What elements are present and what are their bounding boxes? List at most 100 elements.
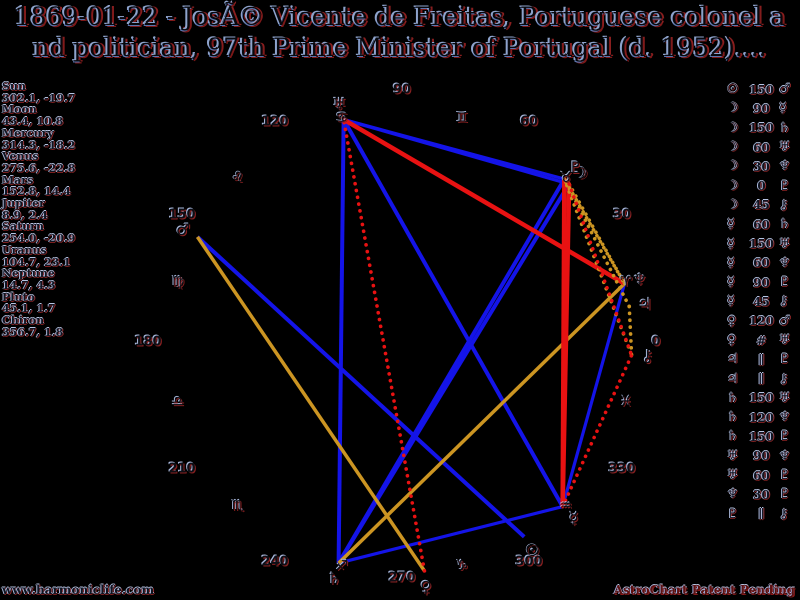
svg-text:♃: ♃ bbox=[637, 293, 651, 312]
pluto-glyph: ♇ bbox=[779, 429, 791, 445]
aspect-line-venus-mars bbox=[195, 235, 426, 572]
uranus-glyph: ♅ bbox=[779, 236, 791, 252]
planet-coordinates: 14.7, 4.3 bbox=[2, 278, 56, 292]
svg-text:♅: ♅ bbox=[331, 94, 345, 113]
aspect-line-mercury-chiron bbox=[560, 353, 634, 509]
uranus-glyph: ♅ bbox=[779, 140, 791, 156]
svg-text:30: 30 bbox=[614, 209, 632, 224]
svg-text:♄: ♄ bbox=[328, 570, 342, 589]
svg-text:♒: ♒ bbox=[559, 497, 572, 513]
svg-text:♄: ♄ bbox=[326, 568, 340, 587]
planet-coordinates: 356.7, 1.8 bbox=[2, 325, 64, 339]
svg-text:☉: ☉ bbox=[526, 541, 540, 560]
aspect-line-mercury-saturn bbox=[338, 505, 564, 565]
svg-text:♃: ♃ bbox=[638, 294, 652, 313]
svg-text:♉: ♉ bbox=[561, 171, 574, 187]
mars-glyph: ♂ bbox=[779, 313, 791, 329]
svg-text:210: 210 bbox=[169, 463, 196, 478]
sign-glyph-aries: ♈♈♈ bbox=[619, 273, 634, 291]
svg-text:300: 300 bbox=[516, 555, 543, 570]
mercury-glyph: ☿ bbox=[727, 255, 735, 271]
mercury-glyph: ☿ bbox=[727, 275, 735, 291]
aspect-line-neptune-pluto bbox=[562, 177, 627, 286]
svg-text:30: 30 bbox=[612, 207, 630, 222]
svg-text:240: 240 bbox=[262, 555, 289, 570]
mercury-glyph: ☿ bbox=[727, 236, 735, 252]
aspect-line-mercury-pluto bbox=[560, 179, 567, 507]
planet-glyph-mars: ♂♂♂ bbox=[175, 219, 191, 240]
svg-text:♄: ♄ bbox=[327, 569, 341, 588]
svg-text:300: 300 bbox=[515, 554, 542, 569]
neptune-glyph: ♆ bbox=[779, 448, 791, 464]
svg-text:☿: ☿ bbox=[570, 510, 580, 529]
svg-text:☿: ☿ bbox=[568, 508, 578, 527]
svg-text:♑: ♑ bbox=[457, 559, 470, 575]
aspect-row: ♆ 30 ♇ bbox=[727, 485, 797, 504]
svg-text:♂: ♂ bbox=[176, 220, 190, 239]
svg-text:270: 270 bbox=[388, 571, 415, 586]
venus-glyph: ♀ bbox=[727, 333, 737, 348]
svg-text:♆: ♆ bbox=[634, 271, 648, 290]
aspect-row: ☿ 90 ♇ bbox=[727, 273, 797, 292]
aspect-angle: 30 bbox=[753, 487, 770, 502]
aspect-row: ☿ 60 ♆ bbox=[727, 254, 797, 273]
aspect-angle: 30 bbox=[753, 159, 770, 174]
planet-glyph-jupiter: ♃♃♃ bbox=[637, 293, 653, 314]
svg-text:♏: ♏ bbox=[233, 499, 246, 515]
aspect-angle: 60 bbox=[753, 256, 770, 271]
planet-list: Sun 302.1, -19.7 Moon 43.4, 10.8 Mercury 314.… bbox=[2, 81, 112, 338]
uranus-glyph: ♅ bbox=[779, 333, 791, 348]
svg-text:♍: ♍ bbox=[173, 275, 186, 291]
svg-text:♐: ♐ bbox=[337, 559, 350, 575]
saturn-glyph: ♄ bbox=[727, 390, 739, 406]
aspect-row: ☽ 45 ⚷ bbox=[727, 196, 797, 215]
svg-text:♀: ♀ bbox=[419, 576, 431, 595]
svg-text:180: 180 bbox=[134, 335, 161, 350]
svg-text:♆: ♆ bbox=[633, 270, 647, 289]
aspect-row: ☽ 60 ♅ bbox=[727, 138, 797, 157]
saturn-glyph: ♄ bbox=[779, 217, 791, 233]
svg-text:⚷: ⚷ bbox=[642, 347, 654, 366]
svg-text:♎: ♎ bbox=[173, 395, 186, 411]
svg-text:120: 120 bbox=[260, 114, 287, 129]
svg-text:♒: ♒ bbox=[560, 498, 573, 514]
aspect-line-mercury-neptune bbox=[561, 283, 627, 508]
uranus-glyph: ♅ bbox=[727, 448, 739, 464]
mercury-glyph: ☿ bbox=[779, 101, 787, 117]
sign-glyph-gemini: ♊♊♊ bbox=[455, 109, 470, 127]
svg-text:60: 60 bbox=[520, 115, 538, 130]
svg-text:♌: ♌ bbox=[233, 171, 246, 187]
planet-name: Jupiter bbox=[2, 197, 45, 211]
svg-text:♇: ♇ bbox=[568, 158, 582, 177]
svg-text:300: 300 bbox=[514, 553, 541, 568]
svg-text:⚷: ⚷ bbox=[641, 346, 653, 365]
planet-coordinates: 45.1, 1.7 bbox=[2, 302, 56, 316]
patent-pending-text: AstroChart Patent Pending bbox=[613, 583, 795, 597]
aspect-angle: 120 bbox=[748, 410, 775, 425]
aspect-row: ♃ ∥ ⚷ bbox=[727, 369, 797, 388]
svg-text:♓: ♓ bbox=[621, 395, 634, 411]
neptune-glyph: ♆ bbox=[779, 410, 791, 426]
aspect-row: ♅ 90 ♆ bbox=[727, 447, 797, 466]
svg-text:330: 330 bbox=[608, 462, 635, 477]
aspect-row: ♇ ∥ ⚷ bbox=[727, 505, 797, 524]
svg-text:♐: ♐ bbox=[336, 558, 349, 574]
svg-text:♓: ♓ bbox=[620, 394, 633, 410]
aspect-angle: 150 bbox=[748, 237, 775, 252]
title-line-1: 1869-01-22 - JosÃ© Vicente de Freitas, P… bbox=[14, 2, 786, 31]
svg-text:90: 90 bbox=[393, 83, 411, 98]
planet-name: Moon bbox=[2, 103, 37, 117]
aspect-angle: # bbox=[756, 333, 767, 348]
svg-text:210: 210 bbox=[167, 461, 194, 476]
svg-text:♊: ♊ bbox=[455, 109, 468, 125]
planet-glyph-uranus: ♅♅♅ bbox=[331, 94, 347, 115]
aspect-line-moon-chiron bbox=[567, 182, 634, 358]
planet-name: Chiron bbox=[2, 314, 45, 328]
